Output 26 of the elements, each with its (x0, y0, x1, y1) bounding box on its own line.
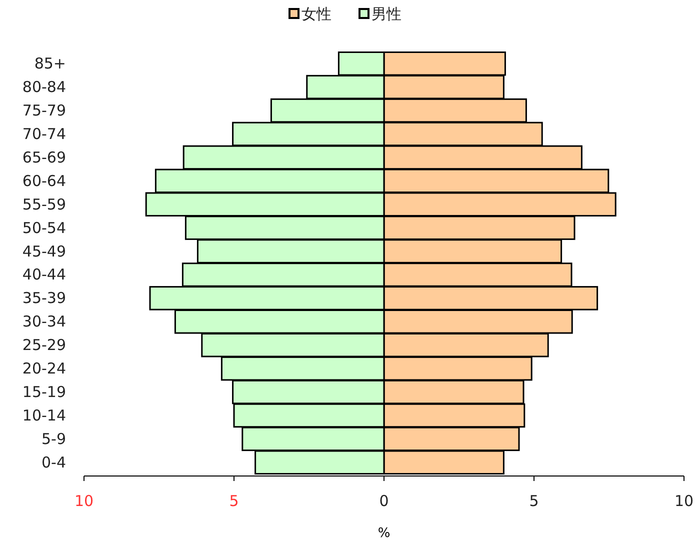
y-tick-label: 20-24 (22, 360, 66, 378)
y-tick-label: 80-84 (22, 78, 66, 96)
y-tick-label: 50-54 (22, 218, 66, 237)
x-axis-title: % (378, 526, 390, 541)
y-tick-label: 55-59 (22, 195, 66, 214)
y-tick-label: 10-14 (22, 406, 66, 424)
y-tick-label: 25-29 (22, 336, 66, 354)
x-tick-label: 5 (229, 492, 239, 510)
y-tick-label: 60-64 (22, 172, 66, 190)
y-tick-label: 40-44 (22, 266, 66, 284)
x-tick-label: 10 (74, 492, 94, 510)
legend-label: 男性 (372, 5, 402, 23)
y-tick-label: 30-34 (22, 312, 66, 331)
y-tick-label: 65-69 (22, 148, 66, 166)
legend-label: 女性 (302, 5, 332, 23)
y-tick-label: 70-74 (22, 124, 66, 143)
y-tick-label: 0-4 (42, 453, 66, 472)
x-tick-label: 10 (674, 492, 694, 510)
y-tick-label: 5-9 (42, 430, 66, 448)
x-tick-label: 0 (379, 492, 389, 510)
x-tick-label: 5 (529, 492, 539, 510)
y-tick-label: 45-49 (22, 242, 66, 260)
y-tick-label: 15-19 (22, 383, 66, 402)
y-tick-label: 85+ (34, 54, 66, 73)
y-tick-label: 35-39 (22, 289, 66, 308)
y-tick-label: 75-79 (22, 102, 66, 120)
